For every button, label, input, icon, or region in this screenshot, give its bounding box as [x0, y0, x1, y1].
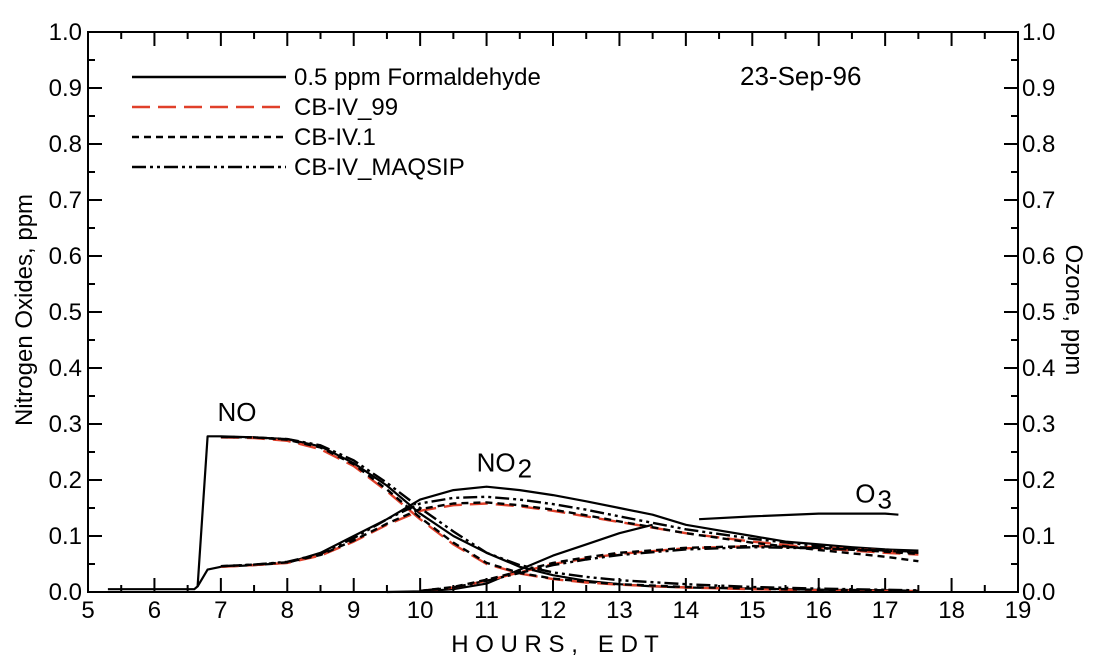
series-no-dashed-short [220, 435, 919, 593]
legend: 0.5 ppm Formaldehyde CB-IV_99 CB-IV.1 CB-IV… [132, 64, 541, 181]
y-tick-label-right: 0.8 [1022, 131, 1055, 158]
y-tick-label-left: 0.3 [49, 411, 82, 438]
y-tick-label-right: 0.2 [1022, 467, 1055, 494]
x-tick-label: 17 [872, 597, 899, 624]
y-tick-label-left: 0.9 [49, 75, 82, 102]
series-no-dash-dot-dot [220, 435, 919, 592]
plot-frame [87, 31, 1019, 593]
date-label: 23-Sep-96 [740, 61, 861, 91]
species-label-subscript: 3 [877, 484, 891, 514]
species-label: NO2 [477, 448, 532, 484]
tick-labels: 5 6 7 8 9 10 11 12 13 14 15 16 17 18 190.00.10.20.30.4… [49, 19, 1056, 624]
y-tick-label-left: 1.0 [49, 19, 82, 46]
x-tick-label: 13 [606, 597, 633, 624]
legend-label: 0.5 ppm Formaldehyde [294, 64, 541, 91]
y-tick-label-left: 0.0 [49, 579, 82, 606]
x-tick-label: 18 [938, 597, 965, 624]
y-tick-label-right: 0.5 [1022, 299, 1055, 326]
series-no2-dashed-short [220, 501, 919, 568]
x-axis-title: H O U R S , E D T [451, 631, 659, 658]
series-o3-dashed-short [419, 544, 919, 593]
x-tick-label: 15 [739, 597, 766, 624]
y-tick-label-right: 0.9 [1022, 75, 1055, 102]
y-tick-label-left: 0.5 [49, 299, 82, 326]
x-tick-label: 12 [540, 597, 567, 624]
series-layer [107, 435, 919, 594]
y-tick-label-left: 0.1 [49, 523, 82, 550]
y-tick-label-left: 0.2 [49, 467, 82, 494]
x-tick-label: 10 [407, 597, 434, 624]
x-tick-label: 6 [148, 597, 161, 624]
axis-ticks [87, 31, 1019, 593]
y-tick-label-right: 0.6 [1022, 243, 1055, 270]
series-o3-solid [699, 512, 899, 521]
y-axis-title-right: Ozone, ppm [1060, 245, 1087, 376]
y-tick-label-right: 0.1 [1022, 523, 1055, 550]
species-label-text: NO [477, 448, 516, 478]
species-label-text: NO [218, 397, 257, 427]
species-label: NO [218, 397, 257, 427]
x-tick-label: 8 [281, 597, 294, 624]
y-tick-label-right: 0.4 [1022, 355, 1055, 382]
legend-label: CB-IV_MAQSIP [294, 154, 465, 181]
species-label-subscript: 2 [518, 454, 532, 484]
series-o3-dash-dot-dot [419, 546, 919, 593]
legend-label: CB-IV.1 [294, 124, 376, 151]
x-tick-label: 5 [81, 597, 94, 624]
y-tick-label-left: 0.6 [49, 243, 82, 270]
y-tick-label-right: 1.0 [1022, 19, 1055, 46]
x-tick-label: 19 [1005, 597, 1032, 624]
y-tick-label-left: 0.8 [49, 131, 82, 158]
species-label-text: O [855, 478, 875, 508]
x-tick-label: 7 [214, 597, 227, 624]
legend-label: CB-IV_99 [294, 94, 398, 121]
x-tick-label: 14 [673, 597, 700, 624]
x-tick-label: 16 [805, 597, 832, 624]
y-tick-label-left: 0.4 [49, 355, 82, 382]
y-tick-label-left: 0.7 [49, 187, 82, 214]
x-tick-label: 9 [347, 597, 360, 624]
y-tick-label-right: 0.3 [1022, 411, 1055, 438]
species-label: O3 [855, 478, 892, 514]
x-tick-label: 11 [474, 597, 499, 624]
y-axis-title-left: Nitrogen Oxides, ppm [11, 194, 38, 426]
y-tick-label-right: 0.0 [1022, 579, 1055, 606]
y-tick-label-right: 0.7 [1022, 187, 1055, 214]
series-no2-dash-dot-dot [220, 495, 919, 568]
